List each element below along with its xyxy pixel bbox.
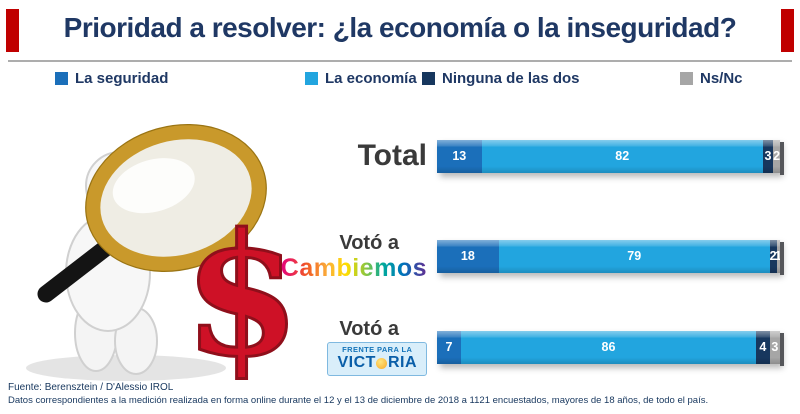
legend-item-nsnc: Ns/Nc xyxy=(680,70,743,87)
bar-segment-ninguna-de-las-dos: 2 xyxy=(769,239,777,273)
bar-value-label: 2 xyxy=(773,149,781,163)
bar-segment-ninguna-de-las-dos: 3 xyxy=(762,139,774,173)
bar-value-label: 79 xyxy=(627,249,642,263)
legend-label-seguridad: La seguridad xyxy=(75,70,169,87)
legend-swatch-economia xyxy=(305,72,318,85)
bar-value-label: 13 xyxy=(452,149,467,163)
legend-item-seguridad: La seguridad xyxy=(55,70,168,87)
row-label-total: Total xyxy=(255,139,427,173)
bar-value-label: 2 xyxy=(769,249,777,263)
victoria-logo-line2: VICT RIA xyxy=(337,354,417,372)
magnifying-glass-icon xyxy=(37,124,267,303)
bar-segment-ns-nc: 2 xyxy=(773,139,781,173)
bar-value-label: 82 xyxy=(615,149,630,163)
voto-a-label: Votó a xyxy=(339,318,399,340)
legend-label-ninguna: Ninguna de las dos xyxy=(442,70,580,87)
legend-swatch-nsnc xyxy=(680,72,693,85)
bar-total: 13 82 3 2 xyxy=(437,139,784,175)
methodology-line: Datos correspondientes a la medición rea… xyxy=(8,395,709,406)
bar-value-label: 18 xyxy=(460,249,475,263)
legend-swatch-seguridad xyxy=(55,72,68,85)
bar-value-label: 3 xyxy=(771,340,779,354)
bar-value-label: 1 xyxy=(774,249,782,263)
legend-label-economia: La economía xyxy=(325,70,417,87)
bar-segment-ninguna-de-las-dos: 4 xyxy=(755,330,770,364)
voto-a-label: Votó a xyxy=(339,231,399,254)
bar-segment-la-econom-a: 86 xyxy=(461,330,756,364)
analyst-figure-illustration: $ xyxy=(26,124,302,388)
victoria-word-pre: VICT xyxy=(337,354,376,371)
bar-value-label: 3 xyxy=(764,149,772,163)
title-accent-left xyxy=(6,9,19,52)
bar-value-label: 7 xyxy=(445,340,453,354)
footer: Fuente: Berensztein / D'Alessio IROL Dat… xyxy=(8,382,792,406)
bar-cambiemos: 18 79 2 1 xyxy=(437,239,784,275)
victoria-word-post: RIA xyxy=(387,354,417,371)
title-accent-right xyxy=(781,9,794,52)
title-divider xyxy=(8,60,792,62)
chart-row-total: Total 13 82 3 2 xyxy=(255,130,784,182)
page-title: Prioridad a resolver: ¿la economía o la … xyxy=(63,12,737,43)
bar-victoria: 7 86 4 3 xyxy=(437,330,784,366)
bar-value-label: 86 xyxy=(601,340,616,354)
legend-item-economia: La economía xyxy=(305,70,417,87)
bar-segment-la-seguridad: 13 xyxy=(437,139,482,173)
cambiemos-logo: Cambiemos xyxy=(280,253,427,282)
legend-item-ninguna: Ninguna de las dos xyxy=(422,70,580,87)
category-label-total: Total xyxy=(357,139,427,172)
victoria-logo-line1: FRENTE PARA LA xyxy=(342,345,413,354)
bar-segment-ns-nc: 1 xyxy=(774,239,782,273)
chart-row-victoria: Votó a FRENTE PARA LA VICT RIA 7 86 4 3 xyxy=(255,316,784,378)
legend-label-nsnc: Ns/Nc xyxy=(700,70,743,87)
bar-segment-la-seguridad: 7 xyxy=(437,330,461,364)
source-line: Fuente: Berensztein / D'Alessio IROL xyxy=(8,382,174,393)
sun-icon xyxy=(376,357,388,369)
row-label-victoria: Votó a FRENTE PARA LA VICT RIA xyxy=(255,318,427,376)
bar-segment-ns-nc: 3 xyxy=(769,330,780,364)
legend-swatch-ninguna xyxy=(422,72,435,85)
bar-segment-la-seguridad: 18 xyxy=(437,239,499,273)
bar-segment-la-econom-a: 79 xyxy=(498,239,770,273)
frente-para-la-victoria-logo: FRENTE PARA LA VICT RIA xyxy=(327,342,427,376)
dollar-sign-icon: $ xyxy=(184,196,301,388)
bar-segment-la-econom-a: 82 xyxy=(481,139,763,173)
bar-value-label: 4 xyxy=(759,340,767,354)
row-label-cambiemos: Votó a Cambiemos xyxy=(255,232,427,281)
chart-row-cambiemos: Votó a Cambiemos 18 79 2 1 xyxy=(255,226,784,286)
